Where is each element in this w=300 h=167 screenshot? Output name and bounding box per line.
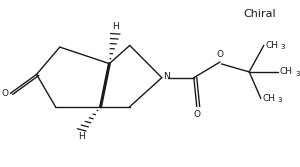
Text: 3: 3 [295, 71, 299, 77]
Text: O: O [2, 89, 9, 98]
Text: H: H [112, 22, 119, 31]
Text: CH: CH [280, 67, 293, 76]
Text: CH: CH [265, 41, 278, 50]
Text: 3: 3 [278, 97, 282, 103]
Text: H: H [78, 132, 85, 141]
Text: Chiral: Chiral [243, 9, 276, 19]
Text: O: O [217, 50, 224, 59]
Text: 3: 3 [280, 44, 285, 50]
Text: O: O [193, 110, 200, 119]
Text: N: N [163, 72, 170, 81]
Text: CH: CH [262, 94, 275, 103]
